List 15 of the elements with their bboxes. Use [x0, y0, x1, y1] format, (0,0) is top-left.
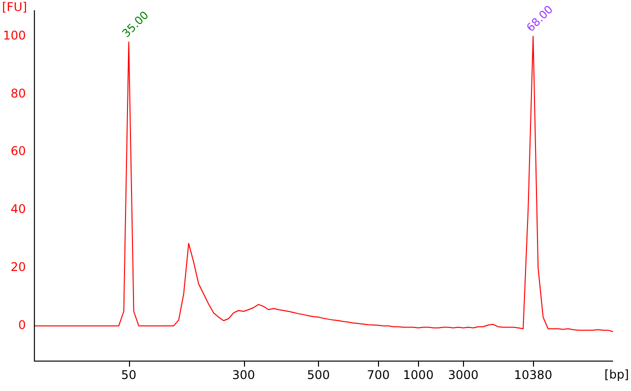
x-tick-label: 3000: [448, 368, 479, 382]
x-tick-label: 500: [307, 368, 330, 382]
y-axis-title: [FU]: [2, 0, 28, 14]
x-tick-label: 1000: [403, 368, 434, 382]
x-tick-label: 10380: [514, 368, 552, 382]
x-tick-label: 700: [366, 368, 390, 382]
y-tick-label: 80: [10, 86, 26, 100]
y-tick-label: 40: [10, 202, 26, 216]
y-tick-label: 60: [10, 144, 26, 158]
y-tick-label: 20: [10, 260, 26, 274]
y-tick-label: 100: [3, 28, 26, 42]
x-tick-label: 50: [121, 368, 136, 382]
x-tick-label: 300: [232, 368, 256, 382]
x-axis-title: [bp]: [604, 368, 629, 382]
y-tick-label: 0: [18, 318, 26, 332]
